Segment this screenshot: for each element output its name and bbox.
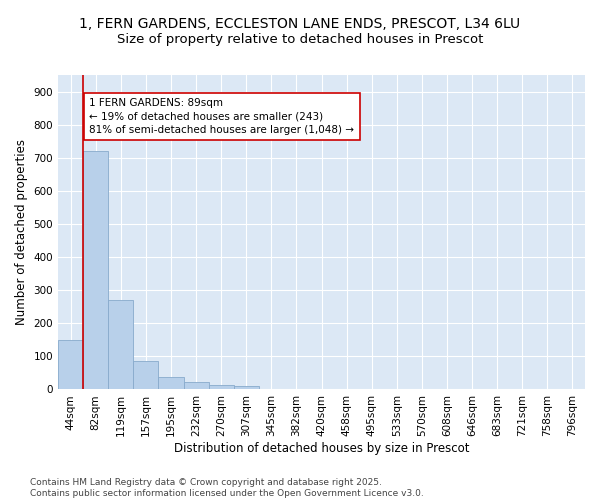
Bar [58,340,83,390]
X-axis label: Distribution of detached houses by size in Prescot: Distribution of detached houses by size … [174,442,469,455]
Text: Contains HM Land Registry data © Crown copyright and database right 2025.
Contai: Contains HM Land Registry data © Crown c… [30,478,424,498]
Y-axis label: Number of detached properties: Number of detached properties [15,139,28,325]
Text: Size of property relative to detached houses in Prescot: Size of property relative to detached ho… [117,32,483,46]
Bar [108,300,133,390]
Text: 1, FERN GARDENS, ECCLESTON LANE ENDS, PRESCOT, L34 6LU: 1, FERN GARDENS, ECCLESTON LANE ENDS, PR… [79,18,521,32]
Bar [233,386,259,390]
Bar [83,151,108,390]
Bar [184,382,209,390]
Bar [133,362,158,390]
Bar [158,377,184,390]
Text: 1 FERN GARDENS: 89sqm
← 19% of detached houses are smaller (243)
81% of semi-det: 1 FERN GARDENS: 89sqm ← 19% of detached … [89,98,355,134]
Bar [209,386,233,390]
